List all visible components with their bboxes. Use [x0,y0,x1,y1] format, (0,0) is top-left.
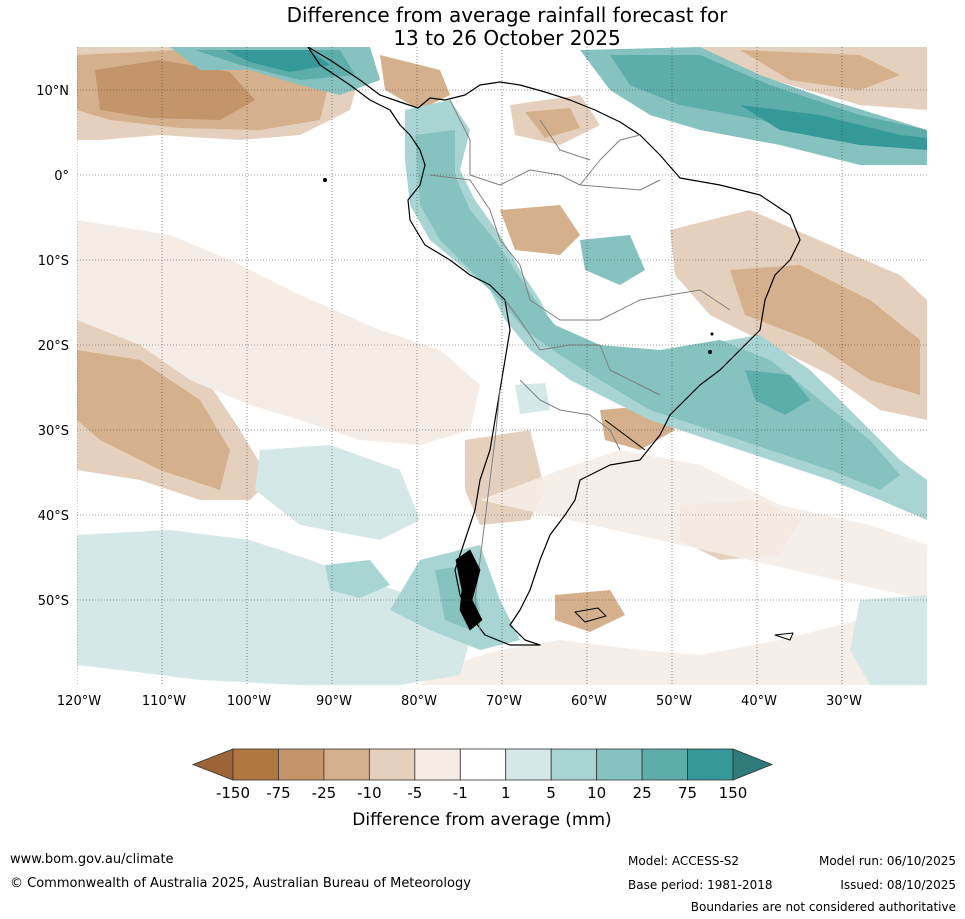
lon-label: 30°W [826,694,862,709]
colorbar-swatch [505,748,552,781]
colorbar-tick-label: -1 [453,784,468,802]
website-link[interactable]: www.bom.gov.au/climate [10,852,174,867]
lat-label: 50°S [38,594,69,609]
lon-label: 60°W [571,694,607,709]
colorbar-tick-label: -150 [216,784,250,802]
gridlines [77,47,927,685]
lon-label: 40°W [741,694,777,709]
lat-label: 10°N [36,84,69,99]
map-plot-area [77,47,927,685]
base-period-text: Base period: 1981-2018 [628,878,773,892]
issued-text: Issued: 08/10/2025 [840,878,956,892]
colorbar-swatch [414,748,461,781]
copyright-text: © Commonwealth of Australia 2025, Austra… [10,876,471,891]
light-brown-regions [77,220,927,685]
disclaimer-text: Boundaries are not considered authoritat… [690,900,956,914]
title-line-2: 13 to 26 October 2025 [393,26,621,50]
colorbar-swatch [232,748,279,781]
colorbar-swatch [368,748,416,781]
lon-label: 120°W [57,694,101,709]
colorbar-tick-label: 150 [719,784,748,802]
lon-label: 80°W [401,694,437,709]
colorbar-swatch [459,748,507,781]
longitude-labels: 120°W 110°W 100°W 90°W 80°W 70°W 60°W 50… [57,694,862,709]
lat-label: 30°S [38,424,69,439]
colorbar-tick-label: 10 [587,784,606,802]
colorbar-swatch [596,748,643,781]
colorbar-extend-high [732,748,774,781]
colorbar: -150 -75 -25 -10 -5 -1 1 5 10 25 75 150 [191,748,774,802]
lon-label: 50°W [656,694,692,709]
lat-label: 20°S [38,339,69,354]
colorbar-tick-label: -10 [357,784,382,802]
colorbar-extend-low [191,748,234,781]
lat-label: 40°S [38,509,69,524]
lon-label: 70°W [486,694,522,709]
land-boundaries [307,47,801,646]
colorbar-tick-label: 1 [501,784,511,802]
colorbar-swatch [641,748,688,781]
title-line-1: Difference from average rainfall forecas… [286,3,728,27]
colorbar-tick-label: -25 [312,784,337,802]
colorbar-swatch [550,748,598,781]
map-title: Difference from average rainfall forecas… [77,4,937,50]
teal-wet-regions [77,47,927,685]
colorbar-swatch [323,748,370,781]
colorbar-tick-label: 5 [546,784,556,802]
model-run-text: Model run: 06/10/2025 [818,854,956,868]
colorbar-title: Difference from average (mm) [352,810,611,830]
colorbar-tick-label: -5 [407,784,422,802]
lon-label: 90°W [316,694,352,709]
lat-label: 0° [54,169,69,184]
model-text: Model: ACCESS-S2 [628,854,740,868]
lat-label: 10°S [38,254,69,269]
colorbar-swatch [278,748,325,781]
latitude-labels: 10°N 0° 10°S 20°S 30°S 40°S 50°S [36,84,69,609]
colorbar-tick-label: 75 [678,784,697,802]
lon-label: 100°W [227,694,271,709]
lon-label: 110°W [142,694,186,709]
colorbar-tick-label: 25 [633,784,652,802]
colorbar-tick-label: -75 [266,784,291,802]
colorbar-swatch [687,748,734,781]
